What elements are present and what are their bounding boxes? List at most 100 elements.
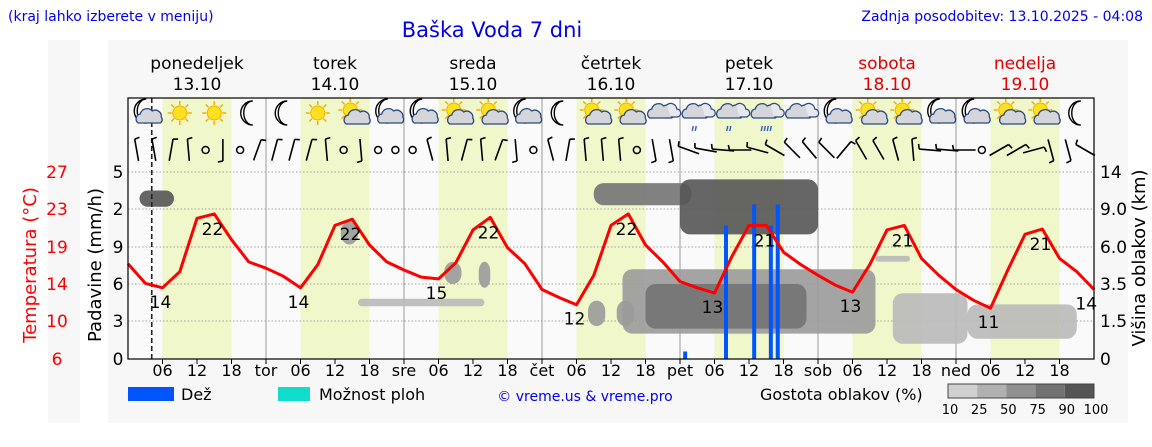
- temperature-extreme-label: 12: [564, 310, 586, 330]
- sun-cloud-icon: [476, 98, 509, 125]
- sun-disc: [172, 105, 188, 121]
- barb-flag: [727, 144, 731, 151]
- density-level-label: 90: [1059, 403, 1076, 418]
- sun-cloud-icon: [1028, 98, 1061, 125]
- x-tick-label: pet: [667, 361, 693, 380]
- cloud-shape: [481, 109, 509, 125]
- barb-flag: [547, 136, 553, 141]
- wind-barb-icon: [989, 143, 1013, 157]
- sun-cloud-icon: [855, 98, 889, 125]
- daylight-band: [162, 98, 232, 359]
- barb-flag: [467, 138, 473, 141]
- density-swatch: [1006, 384, 1036, 398]
- moon-icon: [274, 100, 288, 126]
- barb-shaft: [426, 139, 434, 161]
- temperature-extreme-label: 22: [616, 220, 638, 240]
- barb-shaft: [872, 140, 885, 160]
- sun-ray: [996, 115, 1001, 120]
- barb-shaft: [494, 139, 504, 161]
- precip-axis-label: Padavine (mm/h): [85, 188, 106, 342]
- barb-shaft: [186, 138, 191, 162]
- barb-shaft: [547, 139, 555, 161]
- x-tick-label: 12: [325, 361, 345, 380]
- moon-icon: [240, 100, 253, 126]
- precip-tick: 9: [113, 238, 124, 258]
- last-updated: Zadnja posodobitev: 13.10.2025 - 04:08: [861, 9, 1143, 25]
- day-name: torek: [313, 54, 357, 74]
- density-level-label: 10: [942, 403, 959, 418]
- wind-barb-icon: [783, 137, 801, 159]
- legend: Dež Možnost ploh © vreme.us & vreme.pro …: [128, 383, 1108, 418]
- sun-cloud-icon: [338, 98, 371, 125]
- sun-disc: [310, 105, 326, 121]
- temperature-extreme-label: 21: [1030, 235, 1052, 255]
- sun-ray: [858, 115, 863, 120]
- legend-rain-label: Dež: [181, 385, 212, 404]
- day-date: 16.10: [587, 75, 636, 95]
- temperature-tick: 10: [46, 312, 68, 332]
- cloud-shape: [735, 102, 751, 118]
- barb-shaft: [271, 139, 279, 161]
- wind-barb-icon: [252, 138, 267, 161]
- sun-ray: [582, 100, 587, 105]
- sun-disc: [206, 105, 222, 121]
- barb-flag: [618, 136, 624, 140]
- barb-flag: [1043, 146, 1048, 153]
- day-name: četrtek: [581, 54, 642, 74]
- x-tick-label: 18: [359, 361, 379, 380]
- barb-shaft: [565, 139, 571, 161]
- wind-barb-icon: [951, 144, 976, 151]
- barb-shaft: [694, 147, 717, 153]
- barb-flag: [917, 143, 920, 150]
- sun-ray: [631, 100, 636, 105]
- sun-ray: [205, 103, 210, 108]
- temperature-axis-label: Temperatura (°C): [20, 187, 41, 344]
- sun-ray: [617, 100, 622, 105]
- rain-drop: [726, 125, 729, 132]
- rain-drop: [760, 125, 763, 132]
- page-title: Baška Voda 7 dni: [402, 18, 583, 42]
- x-tick-label: tor: [255, 361, 278, 380]
- rain-bar: [724, 225, 728, 359]
- rain-drop: [763, 125, 766, 132]
- temperature-extreme-label: 13: [702, 298, 724, 318]
- wind-calm-icon: [977, 145, 987, 155]
- barb-shaft: [133, 139, 140, 161]
- cloud-rain-heavy-icon: [750, 102, 785, 132]
- x-tick-label: 12: [1015, 361, 1035, 380]
- moon-cloud-icon: [375, 98, 405, 124]
- rain-bar: [683, 351, 688, 359]
- cloud-icon: [785, 102, 820, 119]
- rain-drop: [691, 125, 694, 132]
- sun-ray: [1045, 100, 1050, 105]
- cloud-density-scale: 10 25 50 75 90 100: [942, 383, 1108, 418]
- temperature-extreme-label: 21: [754, 231, 776, 251]
- barb-flag: [935, 143, 938, 150]
- sun-ray: [170, 103, 175, 108]
- x-tick-label: 12: [601, 361, 621, 380]
- day-date: 19.10: [1001, 75, 1050, 95]
- wind-barb-icon: [547, 136, 555, 161]
- wind-barb-icon: [460, 138, 473, 161]
- cloud-blob: [358, 298, 485, 307]
- sun-ray: [1031, 115, 1036, 120]
- barb-flag: [583, 136, 590, 140]
- sun-ray: [219, 103, 224, 108]
- temperature-series: 14 22 14 22 15 22 12 22 13 21 13 21 11 21 14: [126, 98, 1097, 359]
- barb-flag: [356, 160, 363, 164]
- barb-flag: [818, 137, 823, 143]
- moon-shape: [240, 100, 253, 126]
- cloud-shape: [895, 109, 923, 125]
- cloud-height-axis-label: Višina oblakov (km): [1129, 169, 1150, 346]
- location-hint[interactable]: (kraj lahko izberete v meniju): [8, 9, 214, 25]
- wind-barb-icon: [217, 139, 224, 163]
- rain-drop: [769, 125, 772, 132]
- barb-shaft: [919, 148, 942, 152]
- day-date: 13.10: [173, 75, 222, 95]
- credit-link[interactable]: © vreme.us & vreme.pro: [497, 389, 672, 405]
- x-tick-label: 06: [980, 361, 1000, 380]
- barb-shaft: [151, 139, 157, 161]
- sun-ray: [341, 115, 346, 120]
- temperature-extreme-label: 22: [340, 225, 362, 245]
